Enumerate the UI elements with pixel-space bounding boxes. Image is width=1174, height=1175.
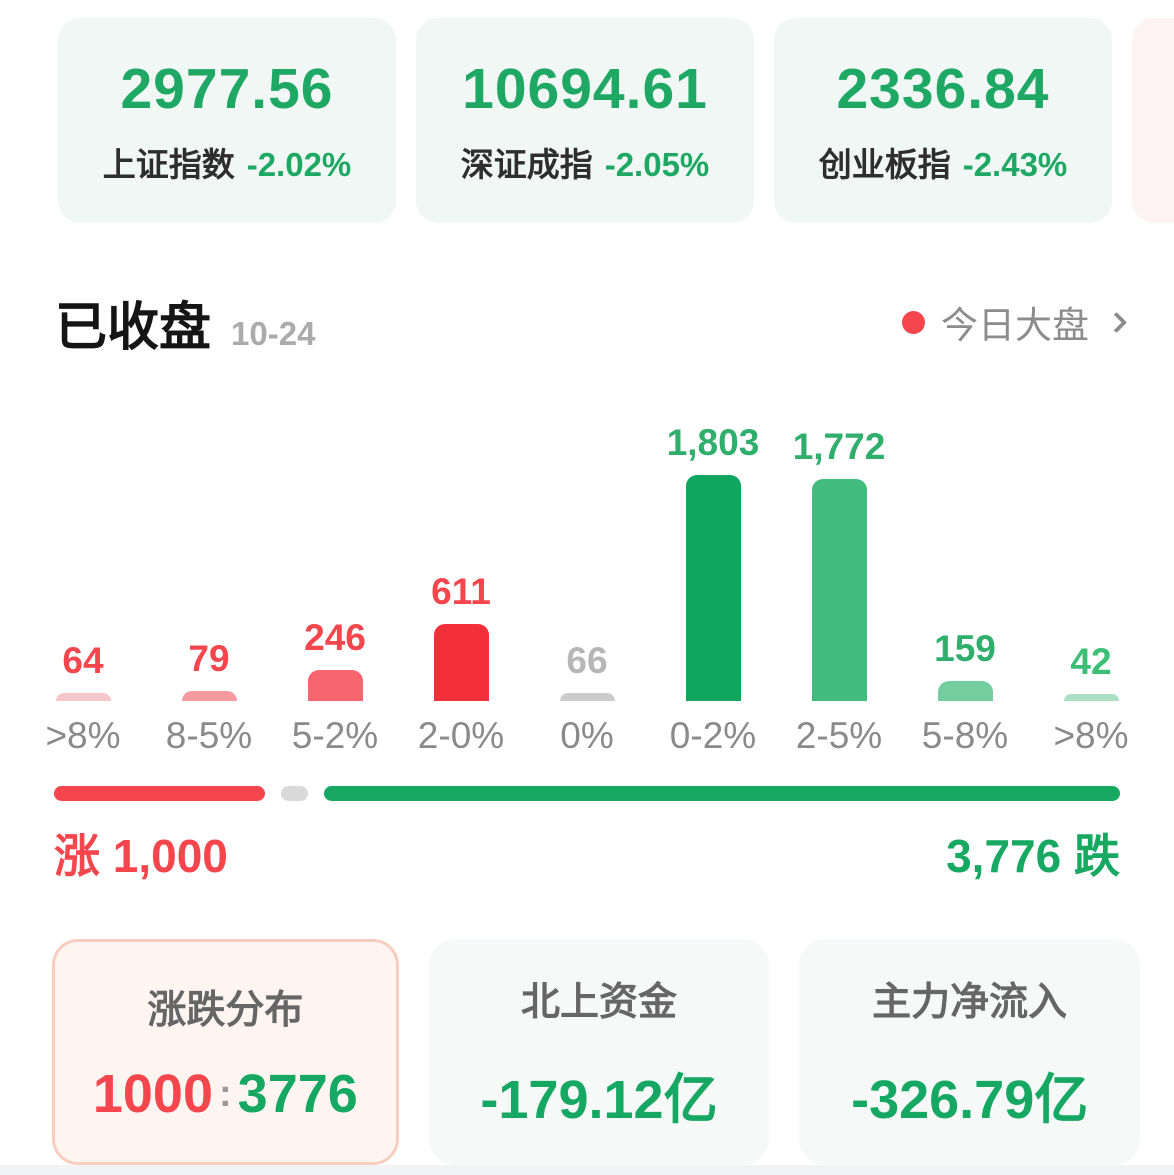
chart-column: 246 5-2%	[272, 421, 398, 759]
bar-category-label: >8%	[1053, 715, 1129, 756]
bar-value-label: 246	[304, 617, 366, 658]
chart-column: 66 0%	[524, 421, 650, 759]
distribution-bar	[559, 693, 615, 701]
ratio-separator: :	[219, 1072, 232, 1115]
breadth-flat-segment	[280, 786, 308, 801]
index-card-shenzhen[interactable]: 10694.61 深证成指 -2.05%	[416, 18, 754, 223]
ratio-down-value: 3776	[237, 1064, 358, 1124]
bar-value-label: 64	[62, 640, 104, 681]
ratio-up-value: 1000	[92, 1064, 213, 1124]
index-name: 创业板指	[818, 145, 951, 183]
decliners-count-label: 3,776 跌	[946, 830, 1120, 882]
bar-category-label: 8-5%	[165, 715, 253, 756]
chart-column: 64 >8%	[20, 421, 146, 759]
card-updown-distribution[interactable]: 涨跌分布 1000 : 3776	[52, 939, 399, 1165]
index-card-partial[interactable]	[1132, 18, 1174, 223]
breadth-up-segment	[54, 786, 265, 801]
index-name: 上证指数	[102, 145, 235, 183]
bar-value-label: 611	[431, 571, 491, 612]
index-cards-row: 2977.56 上证指数 -2.02% 10694.61 深证成指 -2.05%…	[0, 0, 1174, 223]
distribution-bar	[307, 670, 363, 701]
distribution-bar	[937, 681, 993, 701]
distribution-bar	[181, 691, 237, 701]
bar-value-label: 1,803	[666, 422, 760, 463]
index-change: -2.43%	[962, 145, 1068, 183]
distribution-bar	[811, 479, 867, 701]
chart-column: 1,772 2-5%	[776, 421, 902, 759]
card-northbound-funds[interactable]: 北上资金 -179.12亿	[428, 939, 770, 1165]
bar-category-label: 0%	[560, 715, 614, 756]
breadth-bar	[54, 786, 1120, 801]
advancers-count-label: 涨 1,000	[54, 830, 228, 882]
bottom-section-edge	[0, 1165, 1174, 1175]
index-value: 2336.84	[836, 56, 1050, 121]
distribution-chart: 64 >8% 79 8-5% 246 5-2% 611 2-0% 66 0% 1,803 0-2% 1,…	[20, 421, 1154, 759]
index-change: -2.05%	[604, 145, 710, 183]
market-date: 10-24	[231, 314, 316, 352]
summary-cards-row: 涨跌分布 1000 : 3776 北上资金 -179.12亿 主力净流入 -32…	[52, 939, 1141, 1165]
bar-category-label: 5-8%	[921, 715, 1009, 756]
distribution-bar	[55, 693, 111, 701]
red-dot-icon	[902, 310, 925, 334]
bar-value-label: 42	[1070, 641, 1112, 682]
northbound-value: -179.12亿	[480, 1069, 718, 1130]
chart-column: 42 >8%	[1028, 421, 1154, 759]
distribution-bar	[1063, 694, 1119, 701]
bar-value-label: 1,772	[792, 426, 886, 467]
updown-ratio: 1000 : 3776	[93, 1063, 358, 1125]
card-main-force-inflow[interactable]: 主力净流入 -326.79亿	[799, 939, 1141, 1165]
chart-column: 159 5-8%	[902, 421, 1028, 759]
main-force-value: -326.79亿	[851, 1069, 1089, 1130]
card-label: 北上资金	[521, 980, 678, 1024]
card-label: 主力净流入	[872, 980, 1068, 1024]
distribution-bar	[433, 624, 489, 701]
index-card-chinext[interactable]: 2336.84 创业板指 -2.43%	[774, 18, 1112, 223]
index-card-shanghai[interactable]: 2977.56 上证指数 -2.02%	[58, 18, 396, 223]
bar-value-label: 159	[934, 628, 996, 669]
bar-category-label: >8%	[45, 715, 121, 756]
bar-value-label: 66	[566, 640, 608, 681]
chevron-right-icon	[1105, 311, 1128, 333]
bar-category-label: 2-5%	[795, 715, 883, 756]
breadth-labels: 涨 1,000 3,776 跌	[54, 829, 1120, 883]
bar-value-label: 79	[188, 638, 230, 679]
today-market-link[interactable]: 今日大盘	[902, 295, 1128, 349]
index-value: 10694.61	[462, 56, 708, 121]
bar-category-label: 0-2%	[669, 715, 757, 756]
index-change: -2.02%	[246, 145, 352, 183]
bar-category-label: 5-2%	[291, 715, 379, 756]
chart-column: 79 8-5%	[146, 421, 272, 759]
section-header: 已收盘 10-24 今日大盘	[55, 293, 1128, 357]
index-value: 2977.56	[120, 56, 334, 121]
chart-column: 1,803 0-2%	[650, 421, 776, 759]
chart-column: 611 2-0%	[398, 421, 524, 759]
market-status-title: 已收盘	[55, 298, 212, 357]
card-label: 涨跌分布	[147, 989, 304, 1032]
bar-category-label: 2-0%	[417, 715, 505, 756]
distribution-bar	[685, 475, 741, 701]
index-name: 深证成指	[460, 145, 593, 183]
breadth-down-segment	[323, 786, 1120, 801]
today-market-label: 今日大盘	[941, 305, 1089, 346]
